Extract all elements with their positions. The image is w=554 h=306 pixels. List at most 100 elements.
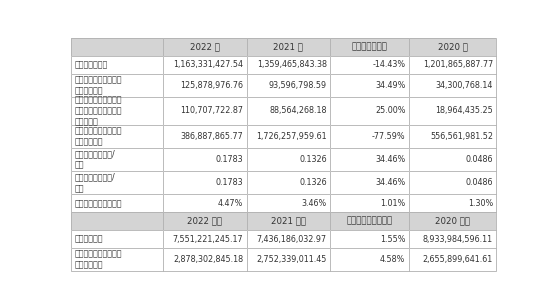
Text: 2022 年: 2022 年	[189, 42, 219, 51]
Text: 归属于上市公司股东的
净资产（元）: 归属于上市公司股东的 净资产（元）	[75, 250, 122, 270]
Text: 经营活动产生的现金流
量净额（元）: 经营活动产生的现金流 量净额（元）	[75, 127, 122, 147]
Bar	[71, 56, 163, 74]
Bar	[71, 194, 163, 212]
Bar	[409, 212, 496, 230]
Bar	[330, 97, 409, 125]
Bar	[163, 212, 247, 230]
Text: 34.49%: 34.49%	[375, 81, 406, 90]
Text: 1.55%: 1.55%	[380, 235, 406, 244]
Bar	[163, 56, 247, 74]
Text: 加权平均净资产收益率: 加权平均净资产收益率	[75, 199, 122, 208]
Bar	[330, 171, 409, 194]
Text: 1.30%: 1.30%	[468, 199, 493, 208]
Text: 归属于上市公司股东的
扣除非经常性损益的净
利润（元）: 归属于上市公司股东的 扣除非经常性损益的净 利润（元）	[75, 95, 122, 126]
Text: 2,878,302,845.18: 2,878,302,845.18	[173, 255, 243, 264]
Bar	[409, 125, 496, 148]
Bar	[330, 230, 409, 248]
Text: 2020 年: 2020 年	[438, 42, 468, 51]
Bar	[71, 74, 163, 97]
Text: 稀释每股收益（元/
股）: 稀释每股收益（元/ 股）	[75, 173, 116, 193]
Text: -14.43%: -14.43%	[372, 60, 406, 69]
Text: 34.46%: 34.46%	[375, 155, 406, 164]
Text: 2022 年末: 2022 年末	[187, 217, 222, 226]
Bar	[247, 171, 330, 194]
Text: -77.59%: -77.59%	[372, 132, 406, 141]
Bar	[71, 230, 163, 248]
Bar	[71, 125, 163, 148]
Bar	[247, 230, 330, 248]
Bar	[163, 74, 247, 97]
Bar	[409, 248, 496, 271]
Text: 2021 年: 2021 年	[274, 42, 304, 51]
Bar	[330, 74, 409, 97]
Bar	[409, 38, 496, 56]
Bar	[247, 148, 330, 171]
Text: 1,359,465,843.38: 1,359,465,843.38	[257, 60, 327, 69]
Bar	[163, 248, 247, 271]
Bar	[71, 97, 163, 125]
Text: 93,596,798.59: 93,596,798.59	[269, 81, 327, 90]
Bar	[330, 74, 409, 97]
Bar	[409, 230, 496, 248]
Bar	[163, 194, 247, 212]
Text: 25.00%: 25.00%	[375, 106, 406, 115]
Text: 1,201,865,887.77: 1,201,865,887.77	[423, 60, 493, 69]
Bar	[330, 148, 409, 171]
Bar	[71, 38, 163, 56]
Bar	[163, 97, 247, 125]
Bar	[71, 125, 163, 148]
Bar	[247, 38, 330, 56]
Bar	[409, 56, 496, 74]
Text: 0.0486: 0.0486	[465, 155, 493, 164]
Bar	[247, 56, 330, 74]
Text: 556,561,981.52: 556,561,981.52	[430, 132, 493, 141]
Bar	[409, 148, 496, 171]
Bar	[409, 248, 496, 271]
Bar	[163, 230, 247, 248]
Bar	[330, 125, 409, 148]
Bar	[71, 74, 163, 97]
Text: 营业收入（元）: 营业收入（元）	[75, 60, 108, 69]
Text: 7,436,186,032.97: 7,436,186,032.97	[257, 235, 327, 244]
Text: 18,964,435.25: 18,964,435.25	[435, 106, 493, 115]
Text: 0.1783: 0.1783	[216, 178, 243, 187]
Bar	[409, 194, 496, 212]
Bar	[71, 230, 163, 248]
Bar	[330, 38, 409, 56]
Bar	[71, 248, 163, 271]
Text: 8,933,984,596.11: 8,933,984,596.11	[423, 235, 493, 244]
Bar	[247, 171, 330, 194]
Bar	[163, 212, 247, 230]
Bar	[409, 97, 496, 125]
Bar	[330, 38, 409, 56]
Text: 基本每股收益（元/
股）: 基本每股收益（元/ 股）	[75, 150, 116, 170]
Bar	[71, 248, 163, 271]
Bar	[409, 125, 496, 148]
Bar	[247, 125, 330, 148]
Bar	[163, 194, 247, 212]
Bar	[247, 74, 330, 97]
Bar	[163, 125, 247, 148]
Bar	[163, 148, 247, 171]
Bar	[247, 97, 330, 125]
Text: 本年比上年增减: 本年比上年增减	[352, 42, 387, 51]
Bar	[330, 194, 409, 212]
Text: 1,163,331,427.54: 1,163,331,427.54	[173, 60, 243, 69]
Text: 4.47%: 4.47%	[218, 199, 243, 208]
Bar	[163, 171, 247, 194]
Bar	[71, 171, 163, 194]
Bar	[409, 148, 496, 171]
Bar	[409, 38, 496, 56]
Bar	[163, 38, 247, 56]
Bar	[330, 212, 409, 230]
Bar	[247, 212, 330, 230]
Bar	[330, 248, 409, 271]
Bar	[71, 212, 163, 230]
Text: 0.0486: 0.0486	[465, 178, 493, 187]
Text: 0.1326: 0.1326	[299, 155, 327, 164]
Text: 2020 年末: 2020 年末	[435, 217, 470, 226]
Text: 0.1783: 0.1783	[216, 155, 243, 164]
Text: 总资产（元）: 总资产（元）	[75, 235, 104, 244]
Bar	[163, 125, 247, 148]
Bar	[247, 38, 330, 56]
